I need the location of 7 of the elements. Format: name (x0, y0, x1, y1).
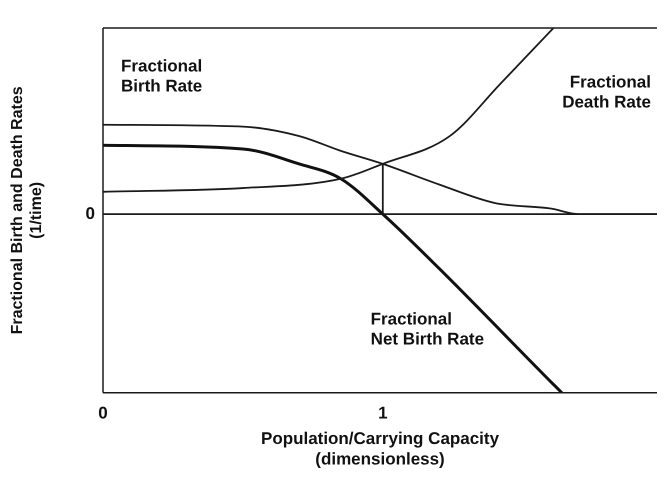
text: 0 (86, 204, 95, 223)
x-tick-label: 1 (378, 404, 388, 423)
series-label: Fractional Birth Rate (121, 56, 202, 96)
y-axis-title: Fractional Birth and Death Rates (1/time) (9, 86, 46, 334)
text: Fractional Death Rate (562, 72, 651, 112)
series-label: Fractional Net Birth Rate (370, 309, 484, 348)
x-axis-title: Population/Carrying Capacity (dimensionless) (260, 429, 500, 468)
